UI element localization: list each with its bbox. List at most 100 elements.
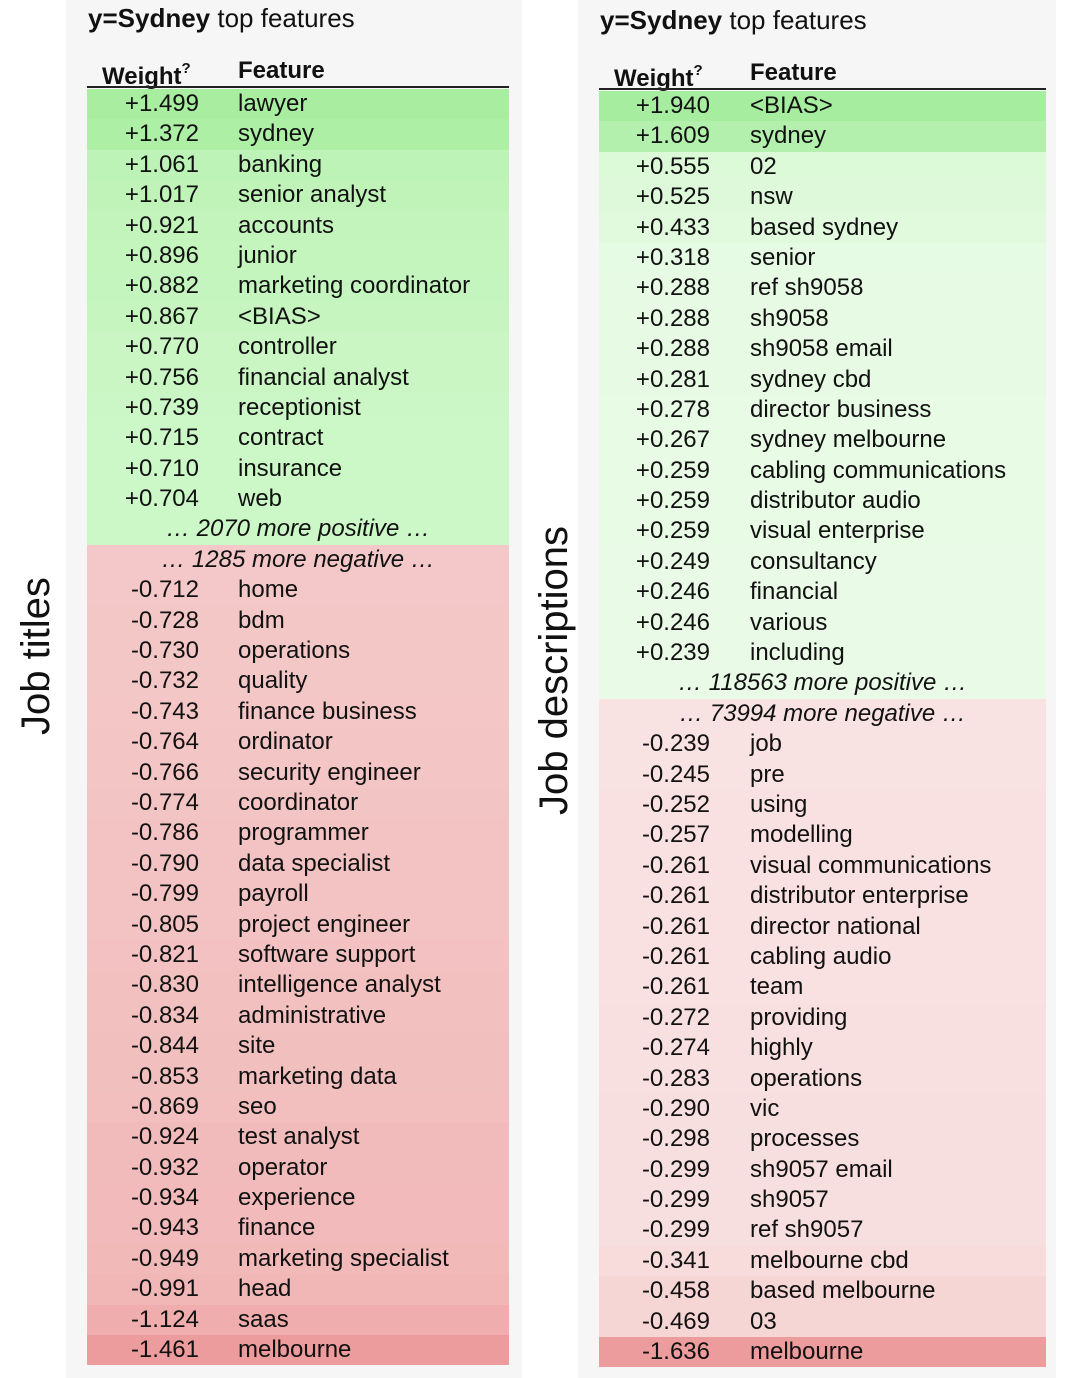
weight-value: +0.288 <box>635 335 710 363</box>
feature-name: quality <box>238 667 308 695</box>
feature-name: payroll <box>238 880 309 908</box>
weight-value: +1.017 <box>124 181 199 209</box>
weight-value: -0.732 <box>130 667 199 695</box>
table-row: +0.259 visual enterprise <box>599 516 1046 547</box>
table-row: +0.555 02 <box>599 151 1046 183</box>
table-row: -1.461 melbourne <box>87 1335 509 1366</box>
weight-value: -0.298 <box>641 1125 710 1153</box>
table-row: -0.830 intelligence analyst <box>87 970 509 1001</box>
weight-value: +1.061 <box>124 150 199 178</box>
table-row: -0.261 distributor enterprise <box>599 881 1046 912</box>
feature-name: distributor enterprise <box>750 882 969 910</box>
feature-name: contract <box>238 424 324 452</box>
weight-value: +0.896 <box>124 241 199 269</box>
feature-name: marketing coordinator <box>238 272 471 300</box>
feature-name: saas <box>238 1305 289 1333</box>
weight-value: -0.257 <box>641 821 710 849</box>
table-row: +0.278 director business <box>599 394 1046 426</box>
table-row: +1.499 lawyer <box>87 89 509 120</box>
weight-value: +0.739 <box>124 393 199 421</box>
table-row: -0.299 sh9057 email <box>599 1154 1046 1186</box>
table-row: -0.299 sh9057 <box>599 1185 1046 1216</box>
left-header-weight-help[interactable]: ? <box>181 60 191 77</box>
table-row: -0.764 ordinator <box>87 727 509 758</box>
feature-name: junior <box>238 241 297 269</box>
feature-name: test analyst <box>238 1123 360 1151</box>
feature-name: 02 <box>750 152 777 180</box>
feature-name: banking <box>238 150 323 178</box>
table-row: -0.299 ref sh9057 <box>599 1215 1046 1246</box>
weight-value: +0.288 <box>635 274 710 302</box>
weight-value: -0.261 <box>641 851 710 879</box>
weight-value: -1.461 <box>130 1336 199 1364</box>
feature-name: software support <box>238 940 416 968</box>
table-row: +0.288 sh9058 email <box>599 334 1046 365</box>
feature-name: head <box>238 1275 292 1303</box>
feature-name: operations <box>750 1064 863 1092</box>
table-row: -0.732 quality <box>87 666 509 697</box>
weight-value: -0.272 <box>641 1003 710 1031</box>
side-label-job-titles: Job titles <box>14 577 58 735</box>
table-row: +0.318 senior <box>599 242 1046 274</box>
table-row: -0.774 coordinator <box>87 787 509 819</box>
feature-name: highly <box>750 1034 813 1062</box>
table-row: -0.298 processes <box>599 1124 1046 1155</box>
weight-value: -0.299 <box>641 1186 710 1214</box>
weight-value: +0.281 <box>635 365 710 393</box>
weight-value: -0.834 <box>130 1001 199 1029</box>
feature-name: financial <box>750 578 839 606</box>
table-row: +0.715 contract <box>87 423 509 454</box>
right-header-weight-help[interactable]: ? <box>693 62 703 79</box>
table-row: +0.756 financial analyst <box>87 362 509 393</box>
feature-name: bdm <box>238 606 285 634</box>
feature-name: including <box>750 639 845 667</box>
weight-value: +0.433 <box>635 213 710 241</box>
weight-value: -0.790 <box>130 849 199 877</box>
table-row: -0.458 based melbourne <box>599 1276 1046 1307</box>
table-row: +0.281 sydney cbd <box>599 364 1046 395</box>
right-panel-title: y=Sydney top features <box>600 5 867 35</box>
table-row: +0.882 marketing coordinator <box>87 271 509 302</box>
left-feature-table: +1.499 lawyer +1.372 sydney +1.061 banking +1.… <box>87 89 509 1366</box>
weight-value: +0.756 <box>124 363 199 391</box>
table-row: +1.061 banking <box>87 149 509 181</box>
left-header-rule <box>87 86 509 88</box>
summary-text: … 118563 more positive … <box>677 669 968 697</box>
summary-text: … 73994 more negative … <box>679 699 966 727</box>
table-row: -0.991 head <box>87 1274 509 1305</box>
feature-name: web <box>238 485 283 513</box>
feature-name: finance business <box>238 697 417 725</box>
weight-value: +0.770 <box>124 333 199 361</box>
weight-value: +0.278 <box>635 395 710 423</box>
feature-name: intelligence analyst <box>238 971 441 999</box>
weight-value: -0.949 <box>130 1244 199 1272</box>
feature-name: consultancy <box>750 547 877 575</box>
weight-value: +0.239 <box>635 639 710 667</box>
table-row: -0.469 03 <box>599 1306 1046 1338</box>
weight-value: -0.991 <box>130 1275 199 1303</box>
feature-name: financial analyst <box>238 363 409 391</box>
feature-name: marketing specialist <box>238 1244 449 1272</box>
weight-value: -0.764 <box>130 728 199 756</box>
weight-value: -0.341 <box>641 1246 710 1274</box>
table-row: -0.728 bdm <box>87 605 509 637</box>
table-row: -0.245 pre <box>599 759 1046 790</box>
weight-value: -0.458 <box>641 1277 710 1305</box>
table-row: -0.290 vic <box>599 1093 1046 1125</box>
feature-name: based melbourne <box>750 1277 936 1305</box>
table-row: +1.940 <BIAS> <box>599 91 1046 122</box>
table-row: +0.704 web <box>87 484 509 515</box>
feature-name: 03 <box>750 1307 777 1335</box>
feature-name: various <box>750 608 828 636</box>
table-row: +0.739 receptionist <box>87 392 509 424</box>
feature-name: cabling audio <box>750 942 892 970</box>
table-row: +1.372 sydney <box>87 119 509 150</box>
table-row: +1.609 sydney <box>599 121 1046 152</box>
summary-text: … 1285 more negative … <box>161 545 435 573</box>
table-row: -0.283 operations <box>599 1063 1046 1094</box>
weight-value: -0.844 <box>130 1032 199 1060</box>
feature-name: sh9058 email <box>750 335 893 363</box>
feature-name: processes <box>750 1125 860 1153</box>
table-row: +0.267 sydney melbourne <box>599 425 1046 456</box>
feature-name: <BIAS> <box>238 302 321 330</box>
